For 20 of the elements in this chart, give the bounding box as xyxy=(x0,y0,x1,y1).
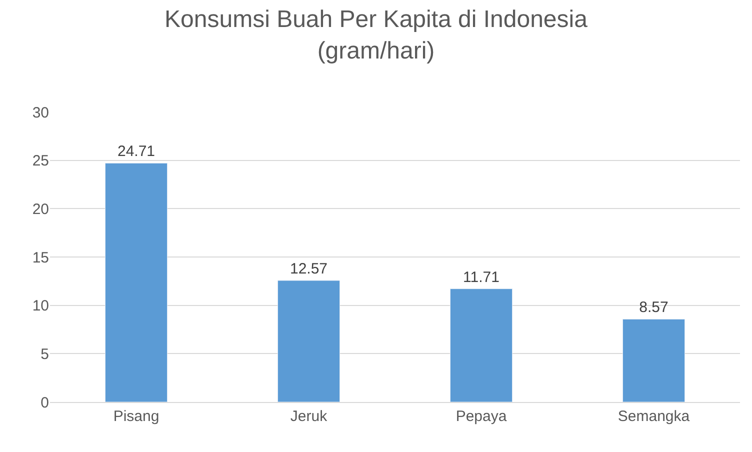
x-tick-label: Pepaya xyxy=(456,408,508,425)
bar xyxy=(450,288,513,402)
bar xyxy=(622,318,686,402)
y-tick-label: 10 xyxy=(32,298,49,315)
y-tick-label: 20 xyxy=(32,200,49,218)
y-tick-label: 25 xyxy=(32,152,49,170)
y-tick-label: 0 xyxy=(40,394,49,412)
x-tick-label: Jeruk xyxy=(290,408,328,425)
y-tick-label: 30 xyxy=(32,104,49,122)
data-label: 8.57 xyxy=(639,299,668,316)
y-tick-label: 15 xyxy=(32,249,49,266)
y-tick-label: 5 xyxy=(40,346,49,363)
bar xyxy=(104,162,168,402)
bar xyxy=(277,280,340,402)
data-label: 24.71 xyxy=(117,143,156,160)
chart-title: Konsumsi Buah Per Kapita di Indonesia (gram/hari) xyxy=(164,6,588,64)
data-label: 12.57 xyxy=(290,260,328,278)
x-tick-label: Semangka xyxy=(618,408,690,425)
x-tick-label: Pisang xyxy=(113,408,160,425)
data-label: 11.71 xyxy=(463,268,500,286)
